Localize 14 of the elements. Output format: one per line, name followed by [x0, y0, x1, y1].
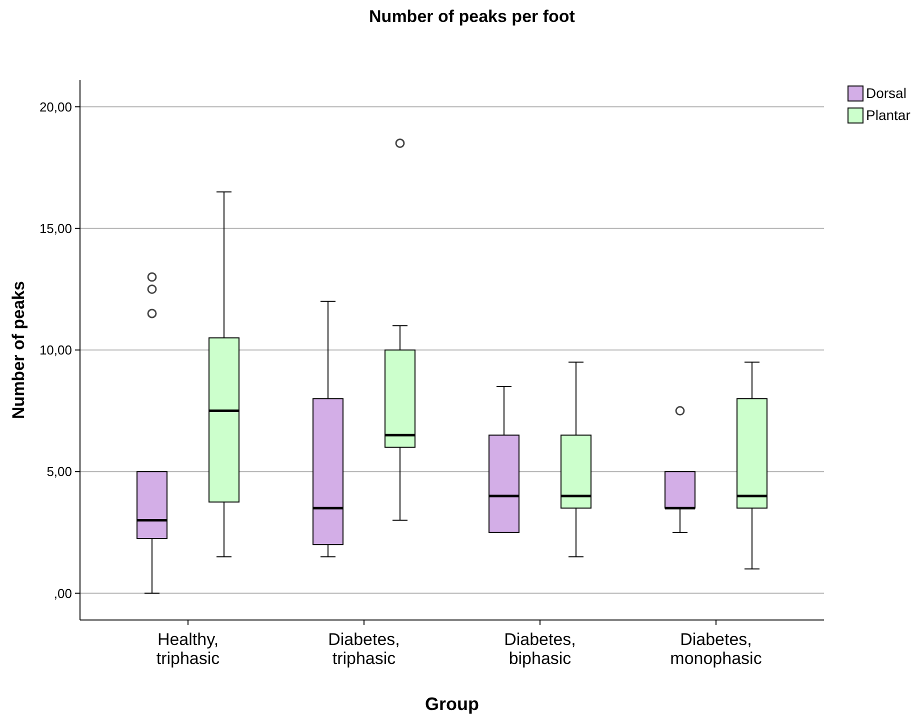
y-tick-label: 20,00: [39, 99, 72, 114]
chart-title: Number of peaks per foot: [369, 7, 576, 26]
y-tick-label: 15,00: [39, 220, 72, 236]
x-tick-label: Diabetes, monophasic: [670, 630, 762, 668]
legend-label: Dorsal: [866, 85, 906, 101]
y-axis-title: Number of peaks: [9, 281, 28, 419]
y-tick-label: 10,00: [39, 342, 72, 358]
x-tick-label: Diabetes, biphasic: [504, 630, 576, 668]
y-tick-label: ,00: [54, 586, 72, 601]
y-tick-label: 5,00: [46, 464, 72, 480]
legend-label: Plantar: [866, 107, 911, 123]
x-axis-title: Group: [425, 694, 479, 714]
x-tick-label: Healthy, triphasic: [156, 630, 220, 668]
x-tick-label: Diabetes, triphasic: [328, 630, 400, 668]
